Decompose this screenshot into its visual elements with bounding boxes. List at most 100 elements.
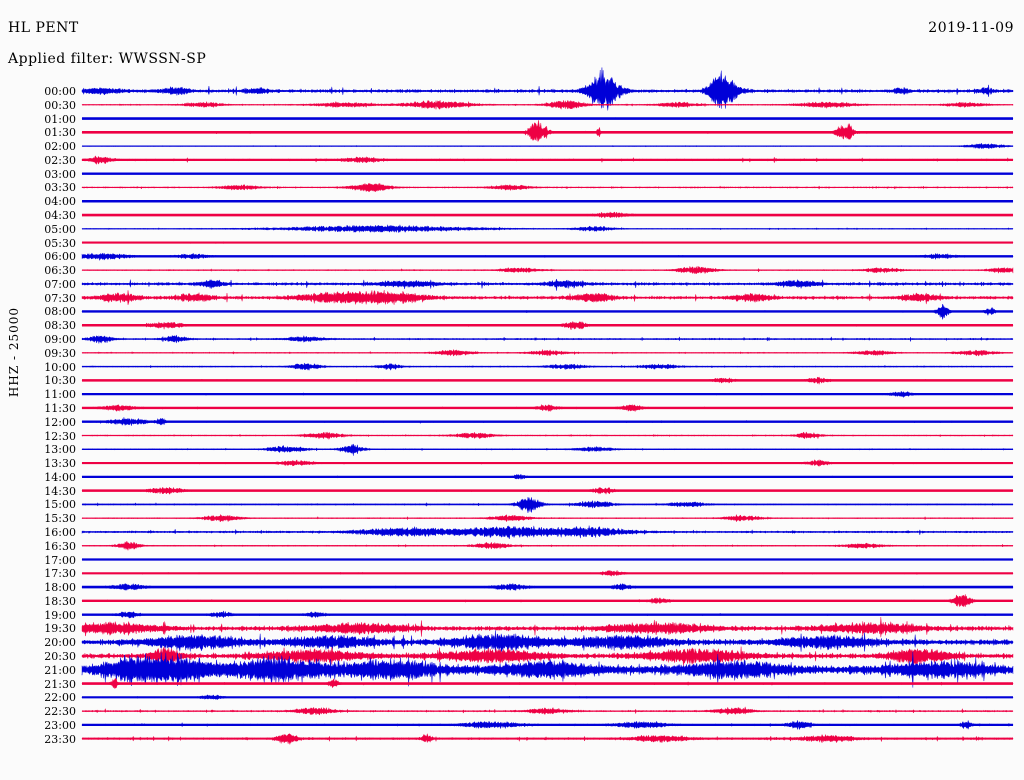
trace-row [81, 172, 1014, 175]
time-tick-label: 20:30 [44, 649, 76, 663]
time-tick-label: 17:00 [44, 553, 76, 567]
station-title: HL PENT [8, 20, 79, 36]
time-tick-label: 00:00 [44, 85, 76, 98]
trace-row [81, 278, 1014, 291]
trace-row [81, 706, 1014, 716]
trace-row [81, 678, 1014, 689]
trace-row [81, 211, 1014, 219]
time-tick-label: 05:00 [44, 222, 76, 236]
trace-row [81, 67, 1014, 111]
time-tick-label: 10:30 [44, 374, 76, 388]
time-tick-label: 19:30 [44, 622, 76, 636]
trace-row [81, 646, 1014, 667]
trace-row [81, 417, 1014, 427]
time-tick-label: 07:30 [44, 291, 76, 305]
trace-row [81, 223, 1014, 234]
trace-row [81, 719, 1014, 731]
time-tick-label: 19:00 [44, 608, 76, 622]
trace-row [81, 155, 1014, 166]
trace-row [81, 582, 1014, 592]
trace-envelope [81, 120, 1014, 142]
trace-row [81, 443, 1014, 456]
time-tick-label: 03:00 [44, 167, 76, 181]
time-tick-label: 04:30 [44, 209, 76, 223]
trace-row [81, 540, 1014, 551]
time-tick-label: 18:00 [44, 581, 76, 595]
time-tick-label: 08:30 [44, 319, 76, 333]
trace-row [81, 651, 1014, 688]
trace-row [81, 241, 1014, 244]
time-tick-label: 12:00 [44, 415, 76, 429]
date-label: 2019-11-09 [928, 20, 1014, 36]
time-axis-tick-labels: 00:00 00:30 01:00 01:30 02:00 02:30 03:00 03:30… [0, 0, 76, 780]
trace-row [81, 473, 1014, 480]
trace-row [81, 320, 1014, 331]
time-tick-label: 07:00 [44, 277, 76, 291]
trace-row [81, 610, 1014, 619]
trace-row [81, 120, 1014, 142]
trace-row [81, 732, 1014, 746]
time-tick-label: 05:30 [44, 236, 76, 250]
trace-row [81, 362, 1014, 372]
trace-row [81, 525, 1014, 540]
time-tick-label: 22:30 [44, 705, 76, 719]
time-tick-label: 16:00 [44, 525, 76, 539]
time-tick-label: 16:30 [44, 539, 76, 553]
applied-filter-label: Applied filter: WWSSN-SP [8, 51, 207, 67]
time-tick-label: 15:30 [44, 512, 76, 526]
trace-row [81, 182, 1014, 193]
time-tick-label: 15:00 [44, 498, 76, 512]
trace-row [81, 252, 1014, 261]
time-tick-label: 13:00 [44, 443, 76, 457]
trace-row [81, 403, 1014, 413]
time-tick-label: 01:00 [44, 112, 76, 126]
time-tick-label: 09:00 [44, 333, 76, 347]
trace-row [81, 199, 1014, 203]
trace-row [81, 376, 1014, 386]
time-tick-label: 21:30 [44, 677, 76, 691]
trace-row [81, 617, 1014, 638]
time-tick-label: 06:00 [44, 250, 76, 264]
time-tick-label: 10:00 [44, 360, 76, 374]
time-tick-label: 20:00 [44, 636, 76, 650]
time-tick-label: 21:00 [44, 663, 76, 677]
time-tick-label: 00:30 [44, 98, 76, 112]
trace-row [81, 390, 1014, 399]
time-tick-label: 03:30 [44, 181, 76, 195]
time-tick-label: 09:30 [44, 346, 76, 360]
time-tick-label: 02:30 [44, 153, 76, 167]
trace-envelope [81, 278, 1014, 291]
trace-row [81, 289, 1014, 305]
trace-row [81, 303, 1014, 320]
trace-row [81, 694, 1014, 700]
time-tick-label: 14:00 [44, 470, 76, 484]
trace-row [81, 558, 1014, 561]
trace-row [81, 513, 1014, 523]
trace-row [81, 142, 1014, 149]
time-tick-label: 23:00 [44, 718, 76, 732]
time-tick-label: 23:30 [44, 732, 76, 746]
trace-row [81, 486, 1014, 495]
time-tick-label: 12:30 [44, 429, 76, 443]
trace-row [81, 431, 1014, 440]
time-tick-label: 13:30 [44, 457, 76, 471]
trace-row [81, 497, 1014, 513]
trace-row [81, 265, 1014, 275]
trace-row [81, 348, 1014, 357]
trace-row [81, 99, 1014, 110]
trace-row [81, 594, 1014, 608]
time-tick-label: 08:00 [44, 305, 76, 319]
time-tick-label: 06:30 [44, 264, 76, 278]
time-tick-label: 04:00 [44, 195, 76, 209]
time-tick-label: 14:30 [44, 484, 76, 498]
time-tick-label: 18:30 [44, 594, 76, 608]
time-tick-label: 11:30 [44, 401, 76, 415]
trace-row [81, 334, 1014, 344]
time-tick-label: 01:30 [44, 126, 76, 140]
trace-envelope [81, 617, 1014, 638]
time-tick-label: 22:00 [44, 691, 76, 705]
time-tick-label: 02:00 [44, 140, 76, 154]
time-tick-label: 11:00 [44, 388, 76, 402]
